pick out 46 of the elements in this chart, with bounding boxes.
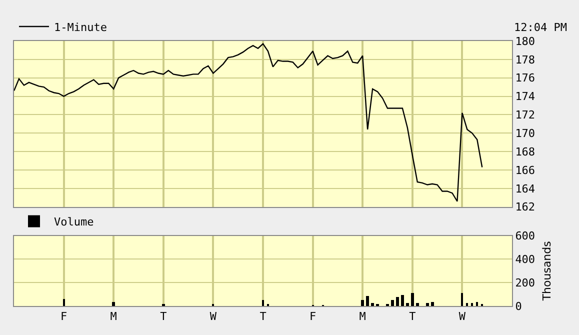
x-tick-label: F — [309, 310, 316, 324]
text: 12:04 PM — [514, 21, 568, 34]
x-tick-label: T — [409, 310, 416, 324]
bar — [466, 302, 468, 306]
bar — [476, 302, 478, 306]
y-tick-label: 400 — [515, 253, 536, 266]
y-tick-label: 172 — [515, 108, 536, 122]
bar — [112, 302, 115, 306]
y-tick-label: 178 — [515, 53, 536, 66]
bar — [262, 300, 264, 306]
y-tick-label: 170 — [515, 127, 536, 140]
y-tick-label: 600 — [515, 230, 536, 243]
legend-label: 1-Minute — [54, 20, 107, 34]
y-tick-label: 180 — [515, 34, 536, 48]
bar — [63, 298, 65, 306]
bar — [416, 302, 419, 306]
bar — [461, 292, 463, 306]
x-tick-label: W — [458, 310, 466, 324]
bar — [366, 296, 369, 306]
legend-label: Volume — [54, 216, 94, 229]
x-tick-label: M — [110, 310, 118, 324]
bar — [406, 302, 409, 306]
bar — [471, 302, 473, 306]
line-series — [14, 43, 483, 202]
bar — [431, 302, 434, 306]
y-axis-title: Thousands — [540, 240, 554, 302]
y-tick-label: 200 — [515, 276, 536, 290]
x-tick-label: T — [160, 310, 168, 324]
y-tick-label: 166 — [515, 164, 536, 177]
bar — [391, 300, 394, 306]
y-tick-label: 164 — [515, 182, 536, 196]
x-tick-label: M — [359, 310, 366, 324]
x-tick-label: F — [60, 310, 68, 324]
bar — [396, 296, 399, 306]
y-tick-label: 176 — [515, 72, 536, 85]
x-tick-label: T — [260, 310, 267, 324]
bar — [426, 302, 429, 306]
y-tick-label: 168 — [515, 145, 536, 158]
y-tick-label: 174 — [515, 90, 536, 104]
y-tick-label: 162 — [515, 200, 536, 214]
y-tick-label: 0 — [515, 300, 522, 313]
bar — [401, 294, 404, 306]
bar — [361, 300, 364, 306]
bar — [411, 292, 414, 306]
x-tick-label: W — [210, 310, 217, 324]
bar — [371, 302, 374, 306]
